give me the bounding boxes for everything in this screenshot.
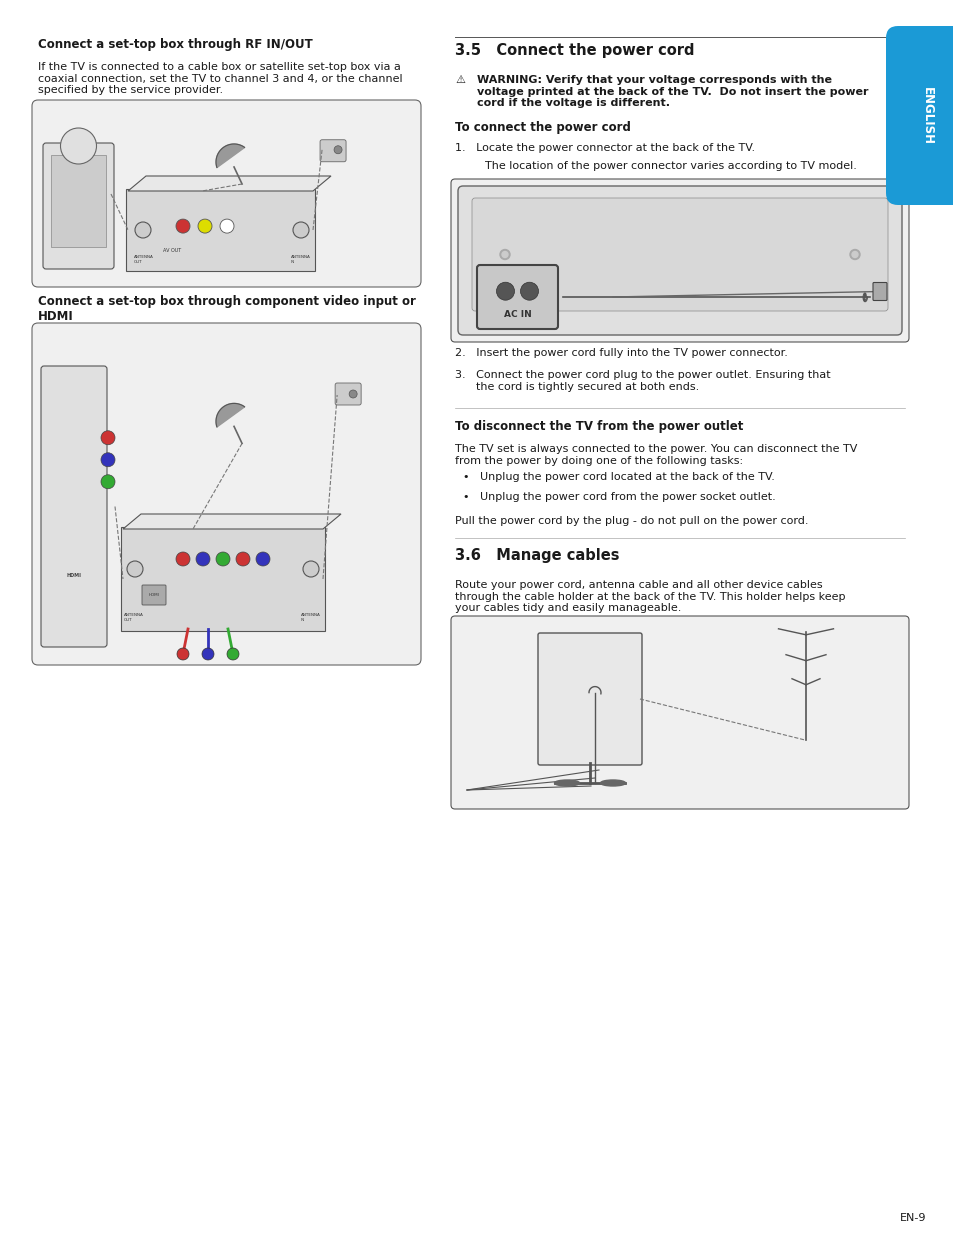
Text: HDMI: HDMI (149, 593, 159, 597)
Text: •   Unplug the power cord located at the back of the TV.: • Unplug the power cord located at the b… (462, 472, 774, 482)
FancyBboxPatch shape (51, 156, 106, 247)
Ellipse shape (599, 781, 625, 785)
FancyBboxPatch shape (43, 143, 113, 269)
FancyBboxPatch shape (335, 383, 361, 405)
Polygon shape (123, 514, 340, 529)
FancyBboxPatch shape (32, 324, 420, 664)
Text: AV OUT: AV OUT (163, 248, 181, 253)
Text: 1.   Locate the power connector at the back of the TV.: 1. Locate the power connector at the bac… (455, 143, 755, 153)
Text: ⚠: ⚠ (455, 75, 464, 85)
Circle shape (293, 222, 309, 238)
Circle shape (101, 453, 115, 467)
FancyBboxPatch shape (537, 634, 641, 764)
Text: •   Unplug the power cord from the power socket outlet.: • Unplug the power cord from the power s… (462, 492, 775, 501)
Circle shape (849, 249, 859, 259)
Text: Route your power cord, antenna cable and all other device cables
through the cab: Route your power cord, antenna cable and… (455, 580, 844, 614)
Circle shape (499, 249, 510, 259)
Text: The TV set is always connected to the power. You can disconnect the TV
from the : The TV set is always connected to the po… (455, 445, 857, 466)
Text: ANTENNA
75Ω: ANTENNA 75Ω (69, 142, 89, 151)
Circle shape (135, 222, 151, 238)
Text: HDMI: HDMI (67, 573, 81, 578)
Polygon shape (128, 177, 331, 191)
Text: The location of the power connector varies according to TV model.: The location of the power connector vari… (484, 161, 856, 170)
Circle shape (101, 431, 115, 445)
Circle shape (175, 219, 190, 233)
FancyBboxPatch shape (41, 366, 107, 647)
Circle shape (235, 552, 250, 566)
Circle shape (255, 552, 270, 566)
Text: To connect the power cord: To connect the power cord (455, 121, 630, 135)
Text: Pull the power cord by the plug - do not pull on the power cord.: Pull the power cord by the plug - do not… (455, 516, 807, 526)
Ellipse shape (554, 781, 578, 785)
Text: ANTENNA
IN: ANTENNA IN (291, 256, 311, 264)
Circle shape (198, 219, 212, 233)
Circle shape (220, 219, 233, 233)
Text: WARNING: Verify that your voltage corresponds with the
voltage printed at the ba: WARNING: Verify that your voltage corres… (476, 75, 867, 109)
Text: To disconnect the TV from the power outlet: To disconnect the TV from the power outl… (455, 420, 742, 433)
Text: 3.5   Connect the power cord: 3.5 Connect the power cord (455, 43, 694, 58)
FancyBboxPatch shape (885, 26, 953, 205)
Text: ANTENNA
IN: ANTENNA IN (301, 614, 320, 622)
Circle shape (334, 146, 342, 153)
Bar (924, 33, 953, 198)
Circle shape (501, 252, 507, 258)
FancyBboxPatch shape (472, 198, 887, 311)
FancyBboxPatch shape (476, 266, 558, 329)
Text: AC IN: AC IN (503, 310, 531, 319)
Text: ANTENNA
OUT: ANTENNA OUT (124, 614, 144, 622)
Text: 3.6   Manage cables: 3.6 Manage cables (455, 548, 618, 563)
Circle shape (101, 474, 115, 489)
Text: EN-9: EN-9 (899, 1213, 925, 1223)
Circle shape (195, 552, 210, 566)
FancyBboxPatch shape (32, 100, 420, 287)
Text: ENGLISH: ENGLISH (920, 86, 933, 144)
FancyBboxPatch shape (142, 585, 166, 605)
Text: Connect a set-top box through component video input or
HDMI: Connect a set-top box through component … (38, 295, 416, 324)
FancyBboxPatch shape (872, 283, 886, 300)
Circle shape (496, 283, 514, 300)
Text: If the TV is connected to a cable box or satellite set-top box via a
coaxial con: If the TV is connected to a cable box or… (38, 62, 402, 95)
Circle shape (175, 552, 190, 566)
FancyBboxPatch shape (121, 527, 325, 631)
Polygon shape (215, 144, 244, 168)
Circle shape (127, 561, 143, 577)
Circle shape (60, 128, 96, 164)
Text: ANTENNA
OUT: ANTENNA OUT (133, 256, 153, 264)
FancyBboxPatch shape (126, 189, 314, 270)
Text: 2.   Insert the power cord fully into the TV power connector.: 2. Insert the power cord fully into the … (455, 348, 787, 358)
FancyBboxPatch shape (457, 186, 901, 335)
Text: Connect a set-top box through RF IN/OUT: Connect a set-top box through RF IN/OUT (38, 38, 313, 51)
Circle shape (349, 390, 356, 398)
Circle shape (520, 283, 537, 300)
FancyBboxPatch shape (451, 616, 908, 809)
Circle shape (202, 648, 213, 659)
FancyBboxPatch shape (451, 179, 908, 342)
Polygon shape (215, 404, 244, 427)
FancyBboxPatch shape (319, 140, 346, 162)
Text: 3.   Connect the power cord plug to the power outlet. Ensuring that
      the co: 3. Connect the power cord plug to the po… (455, 370, 830, 391)
Circle shape (851, 252, 857, 258)
Circle shape (303, 561, 318, 577)
Circle shape (215, 552, 230, 566)
Circle shape (177, 648, 189, 659)
Circle shape (227, 648, 239, 659)
